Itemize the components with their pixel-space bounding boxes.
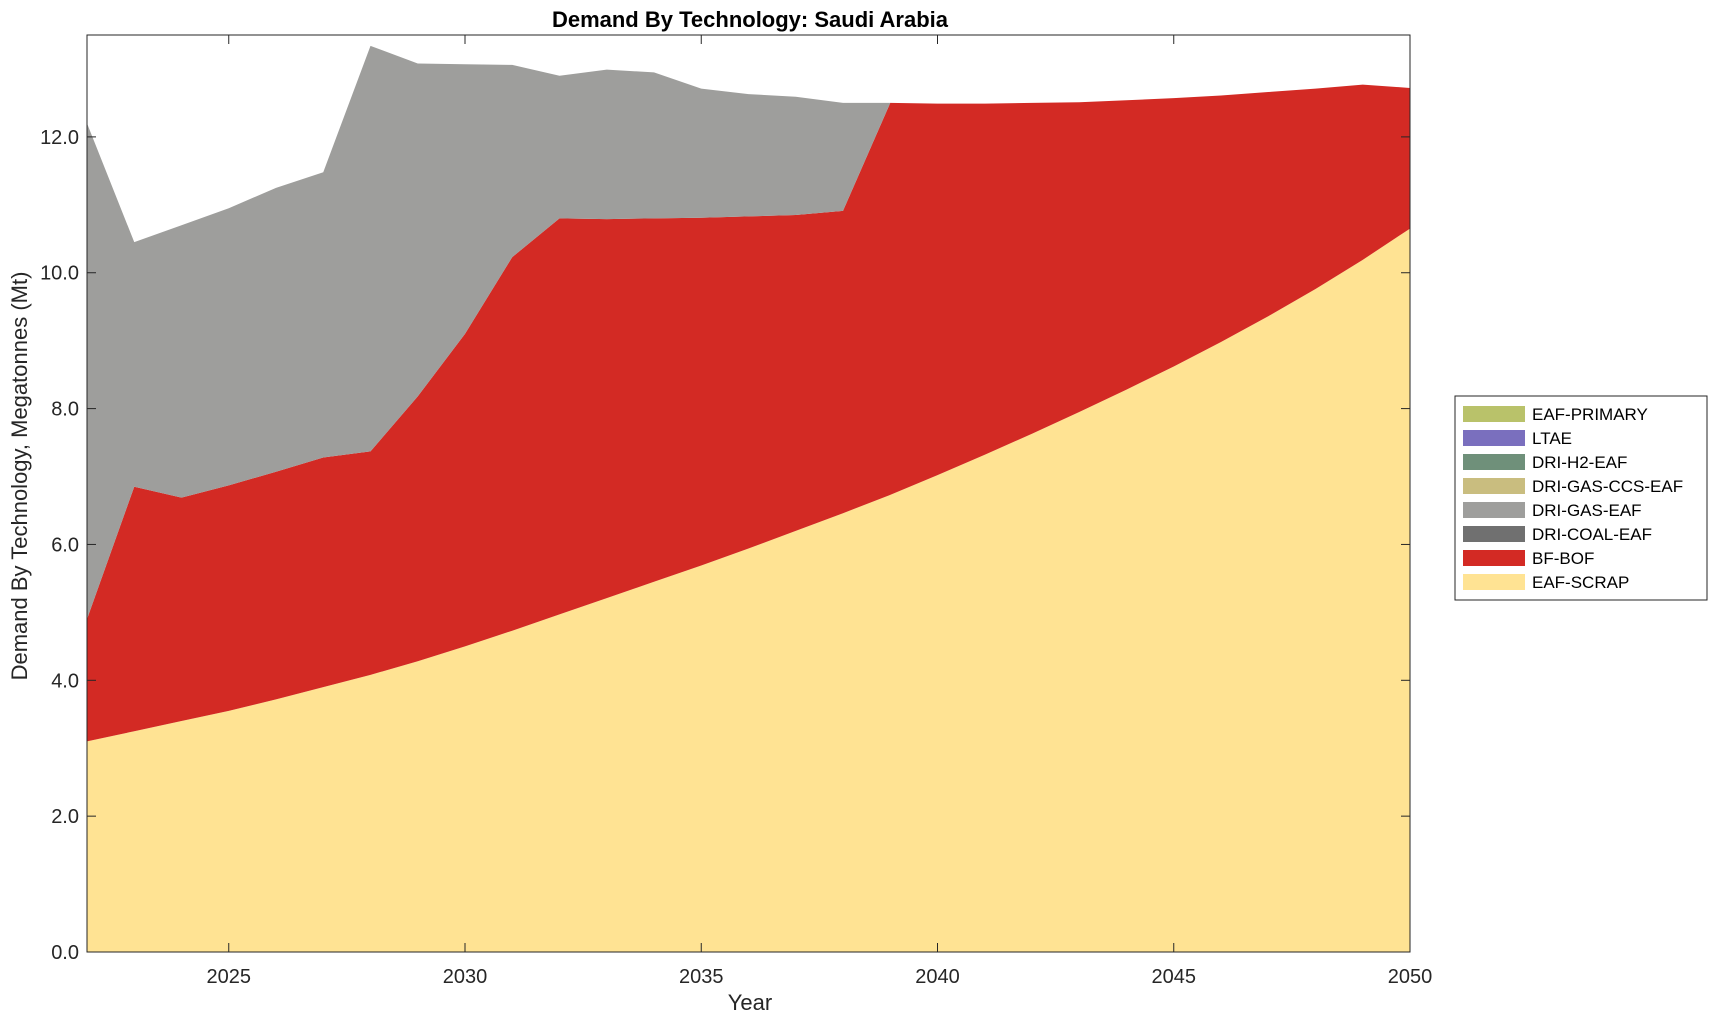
y-axis-title: Demand By Technology, Megatonnes (Mt) xyxy=(7,272,32,681)
y-tick-label: 6.0 xyxy=(51,534,79,556)
legend-swatch-bf-bof xyxy=(1463,550,1525,566)
legend-swatch-dri-gas-eaf xyxy=(1463,502,1525,518)
legend-swatch-eaf-scrap xyxy=(1463,574,1525,590)
y-tick-label: 4.0 xyxy=(51,670,79,692)
legend-label-dri-gas-eaf: DRI-GAS-EAF xyxy=(1532,501,1642,520)
y-tick-label: 0.0 xyxy=(51,942,79,964)
y-tick-label: 8.0 xyxy=(51,399,79,421)
legend-label-bf-bof: BF-BOF xyxy=(1532,549,1594,568)
legend-swatch-dri-gas-ccs-eaf xyxy=(1463,478,1525,494)
legend-label-eaf-scrap: EAF-SCRAP xyxy=(1532,573,1629,592)
legend-label-eaf-primary: EAF-PRIMARY xyxy=(1532,405,1648,424)
axes-box xyxy=(86,34,1411,953)
x-axis-title: Year xyxy=(728,990,772,1015)
chart-title: Demand By Technology: Saudi Arabia xyxy=(552,7,949,32)
legend-box xyxy=(1454,395,1708,601)
x-tick-label: 2045 xyxy=(1152,966,1197,988)
legend-swatch-dri-coal-eaf xyxy=(1463,526,1525,542)
area-eaf-scrap xyxy=(87,228,1410,952)
legend: EAF-PRIMARY LTAE DRI-H2-EAF DRI-GAS-CCS-EAF… xyxy=(1454,395,1708,601)
x-tick-label: 2040 xyxy=(915,966,960,988)
y-tick-label: 10.0 xyxy=(40,263,79,285)
x-tick-label: 2035 xyxy=(679,966,724,988)
area-dri-gas-eaf xyxy=(87,45,1410,620)
y-tick-label: 2.0 xyxy=(51,806,79,828)
x-tick-label: 2030 xyxy=(443,966,488,988)
legend-label-ltae: LTAE xyxy=(1532,429,1572,448)
y-tick-label: 12.0 xyxy=(40,127,79,149)
legend-label-dri-gas-ccs-eaf: DRI-GAS-CCS-EAF xyxy=(1532,477,1683,496)
x-tick-label: 2050 xyxy=(1388,966,1433,988)
legend-swatch-eaf-primary xyxy=(1463,406,1525,422)
area-bf-bof xyxy=(87,84,1410,742)
legend-swatch-ltae xyxy=(1463,430,1525,446)
legend-label-dri-coal-eaf: DRI-COAL-EAF xyxy=(1532,525,1652,544)
axes: 0.0 2.0 4.0 6.0 8.0 10.0 12.0 2025 2030 2035 2040 2… xyxy=(40,34,1433,988)
plot-area xyxy=(87,35,1410,952)
legend-swatch-dri-h2-eaf xyxy=(1463,454,1525,470)
legend-label-dri-h2-eaf: DRI-H2-EAF xyxy=(1532,453,1627,472)
x-tick-label: 2025 xyxy=(207,966,252,988)
